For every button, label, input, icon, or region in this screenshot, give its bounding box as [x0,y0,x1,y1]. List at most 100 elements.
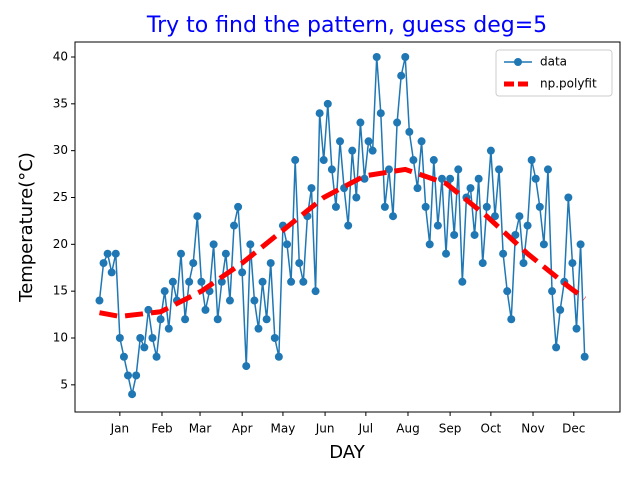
data-point [470,230,479,239]
data-point [136,334,145,342]
data-point [490,212,499,221]
x-tick-label: Oct [481,422,502,436]
x-tick-label: Sep [439,422,462,436]
x-tick-label: Apr [232,422,253,436]
data-point [189,259,198,268]
data-point [519,259,528,268]
data-point [515,212,524,221]
data-point [535,202,544,211]
data-point [336,137,345,146]
data-point [177,249,186,258]
y-tick-label: 30 [53,143,68,157]
data-point [356,118,365,127]
data-point [368,146,377,155]
data-point [307,184,316,193]
x-tick-label: May [271,422,296,436]
data-point [197,277,206,286]
data-point [556,305,565,314]
data-point [230,221,239,230]
data-point [132,371,141,380]
data-point [234,202,243,211]
data-point [372,52,381,61]
data-point [405,127,414,136]
data-point [523,221,532,230]
data-point [568,259,577,268]
data-point [164,324,173,333]
data-point [454,165,463,174]
data-point [327,165,336,174]
data-point [548,287,557,296]
y-tick-label: 10 [53,331,68,345]
data-point [274,352,283,361]
data-point [168,277,177,286]
data-point [246,240,255,249]
y-tick-label: 25 [53,190,68,204]
data-point [295,259,304,268]
data-point [360,174,369,183]
data-point [266,259,275,268]
data-point [283,240,292,249]
data-point [425,240,434,249]
data-point [507,315,516,324]
data-point [103,249,112,258]
data-point [466,184,475,193]
data-point [376,109,385,118]
data-point [511,230,520,239]
data-point [254,324,263,333]
data-point [193,212,202,221]
data-point [401,52,410,61]
y-axis-label: Temperature(°C) [16,152,37,303]
series-line [98,56,586,395]
data-point [564,193,573,202]
data-point [115,334,124,342]
data-point [458,277,467,286]
data-point [217,277,226,286]
x-tick-label: Feb [151,422,172,436]
x-tick-label: Nov [521,422,544,436]
x-tick-label: Aug [396,422,419,436]
legend-label: data [540,55,567,69]
data-point [495,165,504,174]
legend-label: np.polyfit [540,77,597,91]
data-point [319,156,328,165]
data-point [486,146,495,155]
data-point [442,249,451,258]
data-point [527,156,536,165]
data-point [344,221,353,230]
data-point [323,99,332,108]
x-tick-label: Mar [189,422,212,436]
data-point [384,165,393,174]
y-tick-label: 35 [53,96,68,110]
y-tick-label: 40 [53,49,68,63]
data-point [311,287,320,296]
data-point [389,212,398,221]
data-point [393,118,402,127]
data-point [580,352,589,361]
x-tick-label: Jul [358,422,373,436]
data-point [380,202,389,211]
data-point [364,137,373,146]
data-point [397,71,406,80]
data-point [348,146,357,155]
data-point [429,156,438,165]
data-point [474,174,483,183]
data-point [270,334,279,342]
data-point [287,277,296,286]
data-point [111,249,120,258]
data-point [152,352,161,361]
series-line [99,166,587,319]
data-point [221,249,230,258]
x-axis-label: DAY [329,442,365,463]
data-point [95,296,104,305]
data-point [572,324,581,333]
data-point [156,315,165,324]
data-point [482,202,491,211]
data-point [446,174,455,183]
data-point [250,296,259,305]
data-point [242,362,251,371]
data-point [119,352,128,361]
data-point [478,259,487,268]
data-point [258,277,267,286]
data-point [409,156,418,165]
data-point [225,296,234,305]
